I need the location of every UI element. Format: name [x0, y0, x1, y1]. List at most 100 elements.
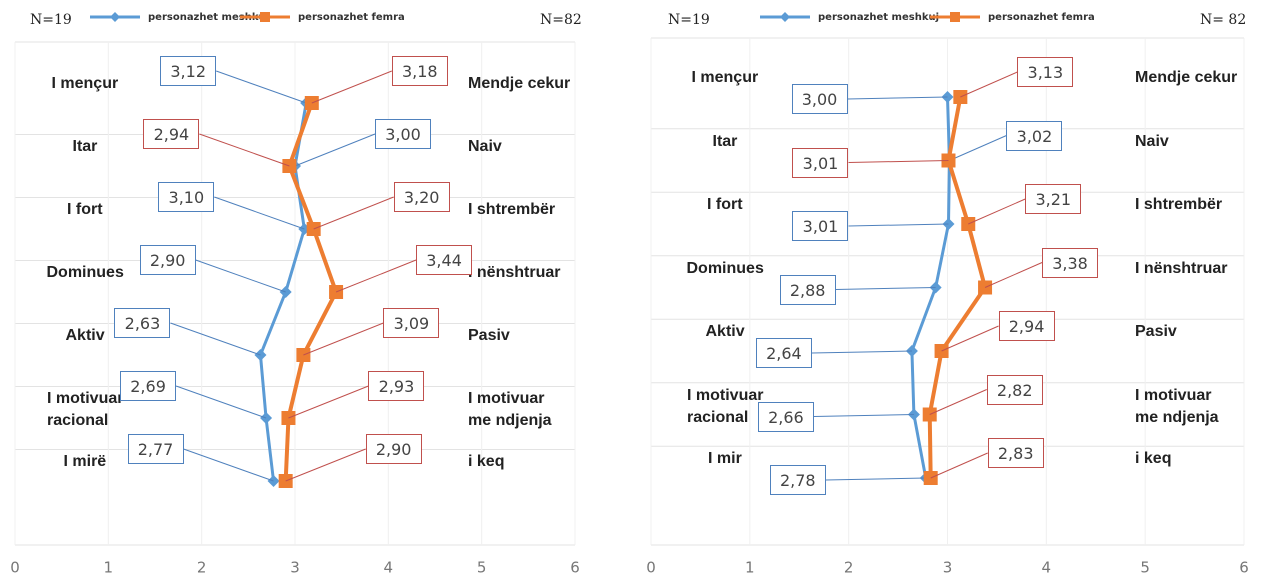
value-label: 2,77: [127, 434, 184, 464]
right-label: Pasiv: [1135, 323, 1177, 340]
leader-line: [848, 223, 949, 227]
right-label: Pasiv: [468, 327, 510, 344]
x-tick-label: 2: [844, 559, 854, 577]
sample-size: N=19: [30, 12, 72, 28]
leader-line: [848, 160, 949, 163]
left-label: I motivuar racional: [47, 390, 124, 429]
leader-line: [285, 448, 366, 482]
leader-line: [183, 448, 274, 482]
right-label: Naiv: [468, 138, 502, 155]
value-label: 3,21: [1025, 184, 1082, 214]
x-tick-label: 5: [1140, 559, 1150, 577]
right-label: Naiv: [1135, 132, 1169, 150]
leader-line: [199, 133, 290, 167]
leader-line: [960, 71, 1018, 98]
value-label: 2,94: [998, 311, 1055, 341]
left-label: I mençur: [51, 75, 119, 92]
leader-line: [835, 287, 936, 290]
right-label: Mendje cekur: [1135, 69, 1238, 86]
value-label: 2,82: [986, 374, 1043, 405]
right-label: i keq: [468, 453, 505, 470]
x-tick-label: 6: [570, 559, 580, 577]
right-label: I motivuar me ndjenja: [1135, 386, 1219, 426]
x-tick-label: 0: [646, 559, 656, 577]
left-label: Itar: [712, 132, 738, 150]
leader-line: [335, 259, 417, 293]
left-label: Dominues: [46, 264, 124, 281]
x-tick-label: 1: [104, 559, 114, 577]
left-label: I fort: [67, 201, 103, 218]
value-label: 2,63: [114, 308, 171, 338]
left-label: I mir: [708, 450, 742, 467]
value-label: 2,78: [769, 465, 826, 495]
value-label: 3,02: [1006, 120, 1063, 151]
value-label: 3,44: [416, 245, 473, 275]
right-label: I nënshtruar: [468, 264, 561, 281]
leader-line: [941, 325, 999, 352]
right-label: i keq: [1135, 450, 1172, 467]
legend-label: personazhet meshkuj: [818, 12, 939, 23]
legend-label: personazhet femra: [298, 12, 405, 23]
value-label: 3,01: [792, 147, 849, 178]
legend-marker: [950, 12, 960, 22]
leader-line: [313, 196, 394, 230]
legend-marker: [780, 12, 790, 22]
left-label: I motivuar racional: [687, 386, 764, 426]
left-label: Dominues: [686, 259, 764, 277]
leader-line: [949, 135, 1007, 161]
right-label: Mendje cekur: [468, 75, 571, 92]
leader-line: [847, 96, 948, 100]
leader-line: [303, 322, 384, 356]
x-tick-label: 2: [197, 559, 207, 577]
x-tick-label: 6: [1239, 559, 1249, 577]
x-tick-label: 3: [943, 559, 953, 577]
value-label: 3,00: [791, 84, 848, 114]
leader-line: [294, 133, 376, 167]
leader-line: [195, 259, 286, 293]
right-label: I shtrembër: [1135, 196, 1223, 213]
value-label: 3,38: [1042, 247, 1099, 278]
leader-line: [216, 70, 307, 104]
left-label: I fort: [707, 196, 743, 213]
left-label: I mençur: [691, 69, 759, 86]
leader-line: [811, 350, 912, 354]
value-label: 3,18: [391, 56, 448, 86]
value-label: 2,90: [139, 245, 196, 275]
left-label: Itar: [72, 138, 98, 155]
legend-marker: [110, 12, 120, 22]
left-label: Aktiv: [65, 327, 105, 344]
right-label: I nënshtruar: [1135, 259, 1228, 277]
right-label: I shtrembër: [468, 201, 556, 218]
leader-line: [214, 196, 305, 230]
left-label: Aktiv: [705, 323, 745, 340]
x-tick-label: 4: [384, 559, 394, 577]
value-label: 2,83: [987, 438, 1044, 468]
x-tick-label: 0: [10, 559, 20, 577]
leader-line: [175, 385, 267, 419]
sample-size: N= 82: [1200, 12, 1246, 28]
left-label: I mirë: [63, 453, 107, 470]
value-label: 2,69: [120, 371, 177, 401]
value-label: 2,64: [755, 338, 812, 368]
value-label: 3,00: [375, 119, 431, 149]
sample-size: N=19: [668, 12, 710, 28]
x-tick-label: 5: [477, 559, 487, 577]
x-tick-label: 4: [1042, 559, 1052, 577]
leader-line: [170, 322, 261, 356]
leader-line: [825, 477, 926, 481]
leader-line: [813, 414, 914, 417]
leader-line: [288, 385, 369, 419]
value-label: 3,09: [383, 308, 440, 338]
leader-line: [984, 262, 1043, 288]
value-label: 2,94: [143, 119, 200, 149]
value-label: 3,20: [393, 182, 450, 212]
right-label: I motivuar me ndjenja: [468, 390, 552, 429]
sample-size: N=82: [540, 12, 582, 28]
value-label: 3,01: [792, 211, 849, 241]
value-label: 3,13: [1017, 57, 1074, 87]
legend-label: personazhet femra: [988, 12, 1095, 23]
leader-line: [968, 198, 1026, 225]
x-tick-label: 1: [745, 559, 755, 577]
